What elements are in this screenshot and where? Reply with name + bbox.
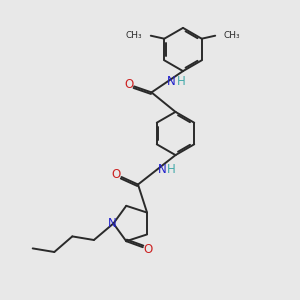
Text: H: H	[177, 75, 186, 88]
Text: CH₃: CH₃	[224, 31, 240, 40]
Text: N: N	[158, 163, 167, 176]
Text: N: N	[107, 217, 116, 230]
Text: H: H	[167, 163, 176, 176]
Text: O: O	[143, 243, 153, 256]
Text: O: O	[124, 77, 133, 91]
Text: CH₃: CH₃	[126, 31, 142, 40]
Text: N: N	[167, 75, 176, 88]
Text: O: O	[112, 168, 121, 181]
